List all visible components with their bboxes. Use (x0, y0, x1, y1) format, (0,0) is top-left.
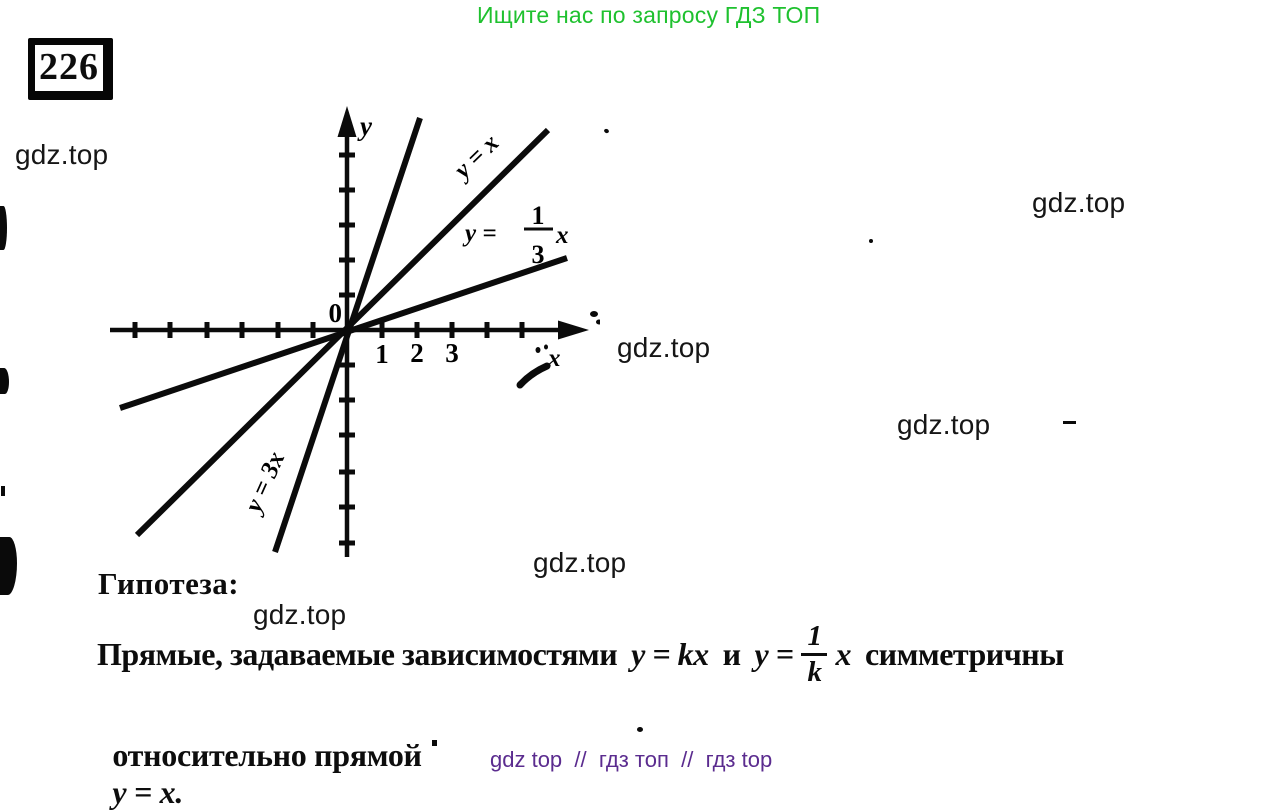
line-y-equals-one-third-x (119, 255, 568, 411)
footer-search-terms: gdz top // гдз топ // гдз top (490, 747, 773, 772)
graph-three-lines-through-origin: y x 0 1 2 3 y = x y = 3x y = 1 3 x (110, 106, 600, 557)
scan-noise-mark (0, 537, 17, 595)
y-axis-arrowhead (337, 106, 357, 137)
watermark-gdztop: gdz.top (617, 332, 711, 363)
scan-noise-mark (1063, 421, 1076, 424)
line-y-equals-3x (272, 117, 423, 553)
x-tick-label-1: 1 (375, 339, 389, 369)
promo-header-text: Ищите нас по запросу ГДЗ ТОП (477, 2, 821, 28)
scan-noise-mark (0, 368, 9, 394)
y-axis-label: y (357, 111, 373, 141)
scanned-textbook-page: { "header": { "promo_text": "Ищите нас п… (0, 2, 1126, 810)
fraction-one-over-k: 1 k (801, 621, 828, 688)
label-y-equals-one-third-x: y = 1 3 x (462, 201, 569, 269)
hypothesis-line-1: Прямые, задаваемые зависимостями y = kx … (97, 612, 1064, 696)
x-tick-label-2: 2 (410, 338, 424, 368)
y-axis-ticks (339, 152, 355, 546)
label-y-equals-3x: y = 3x (239, 448, 290, 519)
equation-y-one-over-k-prefix: y = (754, 635, 794, 672)
scan-noise-mark (603, 128, 610, 134)
x-axis-arrowhead (558, 320, 589, 340)
equation-y-kx: y = kx (631, 635, 709, 672)
scan-noise-mark (869, 239, 873, 243)
problem-number-box: 226 (28, 38, 113, 100)
watermark-gdztop: gdz.top (1032, 187, 1126, 218)
origin-label: 0 (329, 298, 343, 328)
problem-number: 226 (39, 46, 99, 88)
x-tick-label-3: 3 (445, 338, 459, 368)
conjunction: и (722, 635, 741, 672)
svg-text:3: 3 (532, 240, 545, 269)
svg-text:y =: y = (462, 220, 497, 247)
watermark-gdztop: gdz.top (15, 139, 109, 170)
hypothesis-line-2: относительно прямой y = x. (97, 700, 429, 811)
watermark-gdztop: gdz.top (533, 547, 627, 578)
scan-noise-marks (516, 311, 600, 389)
svg-text:1: 1 (532, 201, 545, 230)
equation-y-one-over-k-suffix: x (835, 635, 851, 672)
svg-text:x: x (555, 222, 569, 249)
line1-tail: симметричны (864, 635, 1064, 672)
line2-text: относительно прямой (112, 737, 422, 773)
watermark-gdztop: gdz.top (897, 409, 991, 440)
line1-text: Прямые, задаваемые зависимостями (97, 635, 618, 672)
fraction-numerator: 1 (801, 621, 828, 656)
scan-noise-mark (0, 206, 7, 250)
fraction-denominator: k (807, 655, 822, 688)
scan-noise-mark (637, 727, 643, 732)
scan-noise-mark (432, 740, 437, 746)
hypothesis-heading: Гипотеза: (98, 566, 240, 601)
equation-y-equals-x: y = x. (112, 774, 184, 810)
watermark-gdztop: gdz.top (253, 599, 347, 630)
x-axis-ticks (132, 322, 525, 338)
scan-noise-mark (1, 486, 5, 496)
